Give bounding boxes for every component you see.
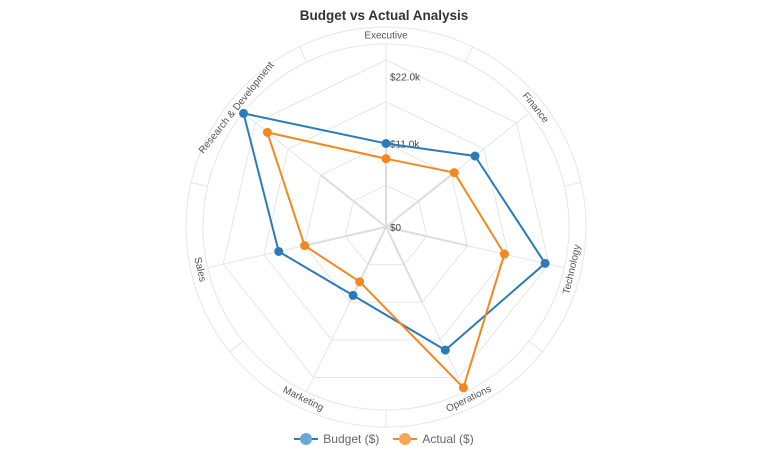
grid-spoke-outer	[467, 245, 565, 269]
data-point-budget-technology	[540, 258, 550, 268]
data-point-actual-technology	[499, 249, 509, 259]
chart-title: Budget vs Actual Analysis	[299, 8, 469, 23]
data-point-actual-research-development	[262, 127, 272, 137]
label-band-divider	[190, 182, 208, 187]
data-point-budget-marketing	[348, 290, 358, 300]
legend-item-budget[interactable]: Budget ($)	[294, 432, 379, 446]
radial-tick-label: $0	[390, 223, 402, 234]
data-point-actual-operations	[458, 383, 468, 393]
category-label-research-development: Research & Development	[197, 60, 277, 156]
grid-spoke-outer	[306, 302, 351, 393]
grid-spoke-outer	[450, 112, 530, 176]
grid-spoke-outer	[242, 112, 322, 176]
category-label-operations: Operations	[445, 384, 494, 415]
grid-spoke-inner	[385, 226, 424, 303]
series-line-actual	[266, 131, 506, 389]
category-label-technology: Technology	[561, 244, 583, 296]
data-point-budget-sales	[274, 246, 284, 256]
data-point-budget-finance	[470, 151, 480, 161]
data-point-budget-research-development	[239, 108, 249, 118]
label-band-divider	[528, 340, 543, 353]
grid-spoke-inner	[304, 226, 387, 247]
radial-tick-label: $22.0k	[390, 73, 421, 84]
data-point-budget-operations	[440, 345, 450, 355]
radial-tick-label: $11.0k	[390, 140, 420, 151]
data-point-actual-marketing	[355, 277, 365, 287]
data-point-budget-executive	[381, 139, 391, 148]
grid-ring	[263, 101, 509, 341]
label-band-divider	[564, 182, 582, 187]
legend: Budget ($) Actual ($)	[0, 432, 768, 446]
label-band-divider	[229, 340, 244, 353]
legend-item-actual[interactable]: Actual ($)	[393, 432, 474, 446]
grid-spoke-inner	[320, 174, 387, 228]
grid-ring	[222, 59, 550, 378]
grid-spoke-inner	[385, 226, 468, 247]
grid-ring	[344, 184, 428, 266]
data-point-actual-sales	[300, 241, 310, 251]
legend-swatch-budget	[294, 432, 319, 446]
data-point-actual-finance	[449, 168, 459, 178]
label-band-divider	[298, 46, 308, 63]
grid-ring	[304, 142, 468, 303]
grid-spoke-outer	[207, 245, 305, 269]
legend-label-actual: Actual ($)	[422, 432, 474, 446]
category-label-executive: Executive	[364, 31, 408, 42]
category-label-sales: Sales	[192, 256, 208, 283]
grid-spoke-inner	[348, 226, 387, 303]
legend-label-budget: Budget ($)	[323, 432, 380, 446]
grid-spoke-inner	[385, 174, 452, 228]
label-band-divider	[464, 46, 474, 63]
legend-swatch-actual	[393, 432, 418, 446]
data-point-actual-executive	[381, 154, 391, 164]
